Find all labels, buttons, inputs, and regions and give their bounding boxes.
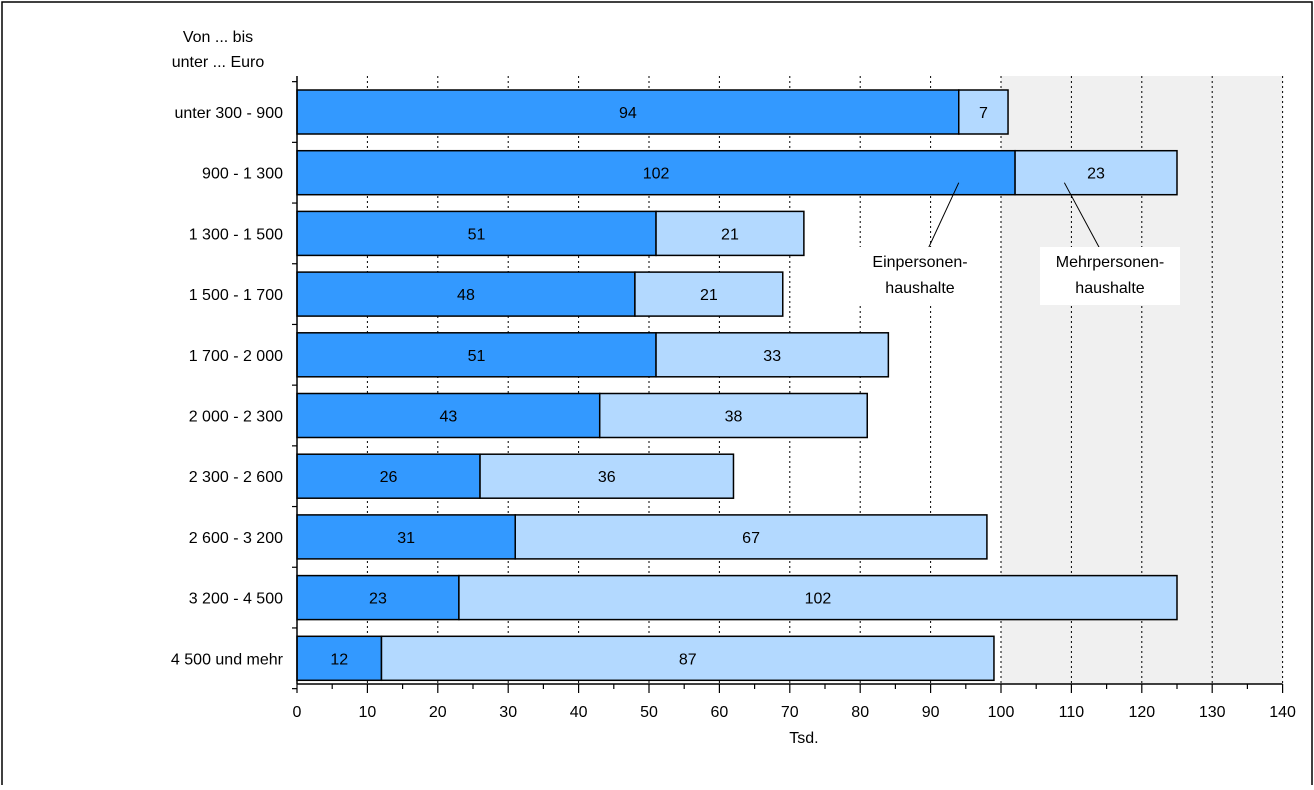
bar-einpersonen [296,574,460,621]
x-tick-label: 80 [851,704,869,721]
bar-einpersonen [296,514,516,560]
bar-value-label: 12 [330,651,348,668]
callout-line [1063,182,1101,250]
callout-box [858,247,982,305]
category-label: 1 300 - 1 500 [189,226,283,243]
bar-value-label: 21 [700,287,718,304]
bar-mehrpersonen [380,635,995,682]
x-tick-label: 110 [1059,704,1085,721]
category-label: 1 700 - 2 000 [189,348,283,365]
bar-mehrpersonen [655,210,805,257]
legend-label-einpersonen: Einpersonen- [872,254,967,271]
bar-value-label: 102 [643,166,670,183]
bar-value-label: 48 [457,287,475,304]
bar-value-label: 51 [468,226,486,243]
bar-value-label: 94 [619,105,637,122]
category-label: unter 300 - 900 [174,105,283,122]
x-tick-label: 140 [1269,704,1296,721]
callout-box [1040,247,1180,305]
category-label: 1 500 - 1 700 [189,287,283,304]
bar-value-label: 43 [439,409,457,426]
bar-mehrpersonen [655,332,890,378]
bar-value-label: 36 [598,469,616,486]
bar-value-label: 23 [369,591,387,608]
bar-value-label: 67 [742,530,760,547]
callout-line [927,182,960,250]
x-tick-label: 50 [640,704,658,721]
bar-mehrpersonen [479,453,735,499]
y-axis-title: Von ... bis [183,29,253,46]
bar-value-label: 87 [679,651,697,668]
bar-value-label: 21 [721,226,739,243]
bar-einpersonen [296,271,636,317]
bar-value-label: 7 [979,105,988,122]
x-tick-label: 70 [781,704,799,721]
bar-value-label: 23 [1087,166,1105,183]
y-axis-title: unter ... Euro [172,54,265,71]
category-label: 2 600 - 3 200 [189,530,283,547]
bar-einpersonen [296,210,657,257]
x-tick-label: 120 [1128,704,1155,721]
bar-value-label: 31 [397,530,415,547]
bar-mehrpersonen [514,514,988,560]
x-tick-label: 100 [988,704,1015,721]
bar-value-label: 38 [725,409,743,426]
bar-mehrpersonen [634,271,784,317]
category-label: 3 200 - 4 500 [189,591,283,608]
legend-label-mehrpersonen: haushalte [1075,280,1144,297]
legend-label-einpersonen: haushalte [885,280,954,297]
bar-value-label: 102 [805,591,832,608]
x-tick-label: 60 [711,704,729,721]
x-tick-label: 130 [1199,704,1226,721]
category-label: 900 - 1 300 [202,166,283,183]
bar-einpersonen [296,149,1016,196]
x-tick-label: 20 [429,704,447,721]
x-tick-label: 0 [293,704,302,721]
category-label: 4 500 und mehr [171,651,284,668]
bar-value-label: 33 [763,348,781,365]
bar-mehrpersonen [958,89,1009,135]
x-tick-label: 30 [499,704,517,721]
category-label: 2 300 - 2 600 [189,469,283,486]
bar-value-label: 26 [380,469,398,486]
bar-value-label: 51 [468,348,486,365]
bar-mehrpersonen [1014,149,1178,196]
bar-mehrpersonen [458,574,1178,621]
x-axis-title: Tsd. [789,730,818,747]
bar-einpersonen [296,332,657,378]
x-tick-label: 90 [922,704,940,721]
category-label: 2 000 - 2 300 [189,409,283,426]
x-tick-label: 10 [359,704,377,721]
legend-label-mehrpersonen: Mehrpersonen- [1056,254,1165,271]
bar-mehrpersonen [598,392,868,439]
x-tick-label: 40 [570,704,588,721]
